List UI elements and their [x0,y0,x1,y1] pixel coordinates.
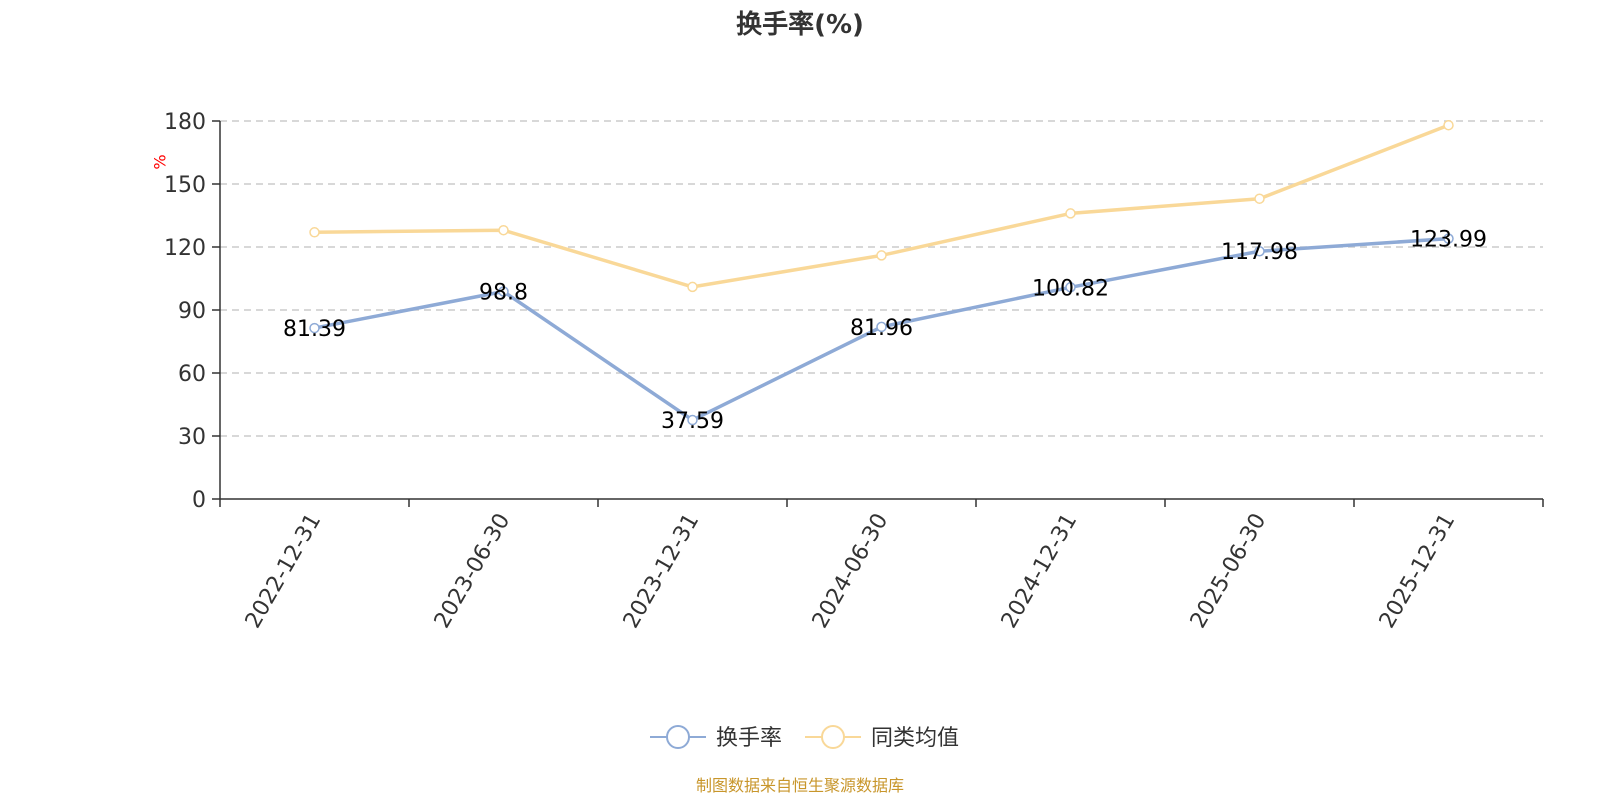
axes: 0 30 60 90 120 150 180 2022-12-31 2023-06-30 2023… [164,110,1544,633]
data-label: 117.98 [1221,240,1298,265]
legend-marker-icon [821,725,845,749]
legend-item-1[interactable]: 换手率 [650,725,782,751]
x-tick-label: 2022-12-31 [241,509,327,632]
y-tick-label: 30 [178,425,206,450]
x-tick-label: 2023-06-30 [430,509,516,632]
data-label: 81.96 [850,316,913,341]
legend-label: 换手率 [716,726,782,751]
series-2-point[interactable] [1254,193,1265,204]
x-tick-label: 2025-12-31 [1375,509,1461,632]
y-tick-label: 120 [164,236,206,261]
y-axis-unit: % [151,154,170,169]
data-label: 123.99 [1410,228,1487,253]
data-label: 100.82 [1032,276,1109,301]
legend-marker-icon [666,725,690,749]
data-labels: 81.39 98.8 37.59 81.96 100.82 117.98 123.99 [283,228,1487,434]
series-2-point[interactable] [687,281,698,293]
series-lines [309,119,1454,426]
series-1-point[interactable] [1065,282,1076,293]
data-label: 81.39 [283,317,346,342]
y-tick-label: 150 [164,173,206,198]
source-note: 制图数据来自恒生聚源数据库 [696,776,904,795]
x-tick-label: 2025-06-30 [1186,509,1272,632]
series-1-point[interactable] [1254,245,1265,257]
series-2-point[interactable] [1065,208,1076,219]
data-label: 37.59 [661,409,724,434]
series-1-point[interactable] [309,322,320,334]
series-2-point[interactable] [876,250,887,261]
series-2-point[interactable] [1443,119,1454,131]
y-tick-label: 180 [164,110,206,135]
chart-title: 换手率(%) [736,9,864,40]
series-2-point[interactable] [498,224,509,236]
y-tick-label: 60 [178,362,206,387]
grid-lines [220,120,1543,437]
series-1-point[interactable] [876,321,887,333]
y-tick-label: 90 [178,299,206,324]
data-label: 98.8 [479,281,528,306]
series-1-point[interactable] [498,286,509,297]
x-tick-label: 2024-06-30 [808,509,894,632]
legend-item-2[interactable]: 同类均值 [805,725,959,751]
y-tick-label: 0 [192,488,206,513]
series-2-point[interactable] [309,227,320,238]
series-1-point[interactable] [687,414,698,426]
legend-label: 同类均值 [871,726,959,751]
legend[interactable]: 换手率 同类均值 [650,725,959,751]
x-tick-label: 2024-12-31 [997,509,1083,632]
x-tick-label: 2023-12-31 [619,509,705,632]
series-1-point[interactable] [1443,233,1454,244]
